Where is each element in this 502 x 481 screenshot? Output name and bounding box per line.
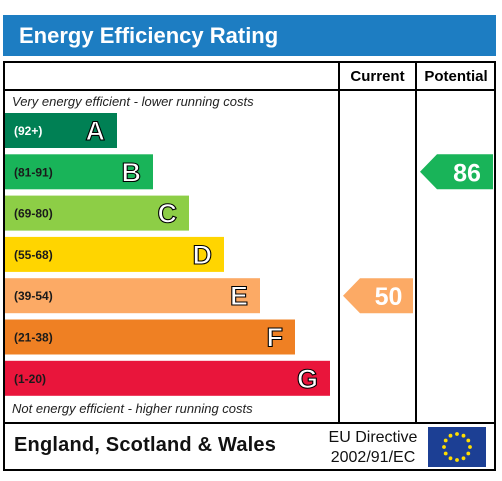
band-letter-e: E xyxy=(230,281,248,311)
potential-arrow xyxy=(420,154,493,190)
eu-directive: EU Directive 2002/91/EC xyxy=(321,428,425,468)
band-range-f: (21-38) xyxy=(14,331,53,345)
chart-frame xyxy=(3,61,496,471)
current-column-divider xyxy=(338,61,340,424)
note-bottom: Not energy efficient - higher running co… xyxy=(12,401,253,416)
band-letter-c: C xyxy=(158,199,178,229)
eu-star-icon xyxy=(461,433,466,438)
band-letter-f: F xyxy=(267,323,284,353)
band-letter-g: G xyxy=(297,364,318,394)
eu-flag-icon xyxy=(428,427,486,467)
band-range-a: (92+) xyxy=(14,124,42,138)
arrow-group: 50 86 xyxy=(343,154,493,314)
eu-star-icon xyxy=(466,451,471,456)
eu-star-icon xyxy=(443,451,448,456)
eu-star-icon xyxy=(466,438,471,443)
band-b xyxy=(5,154,153,190)
directive-line1: EU Directive xyxy=(328,429,418,446)
eu-star-icon xyxy=(443,438,448,443)
eu-star-icon xyxy=(461,456,466,461)
note-top: Very energy efficient - lower running co… xyxy=(12,94,254,109)
band-a xyxy=(5,113,117,148)
band-letter-a: A xyxy=(86,116,106,146)
band-group: (92+) A (81-91) B (69-80) C (55-68) D (39-54) E (2… xyxy=(5,113,330,396)
current-arrow xyxy=(343,278,413,314)
current-column-header: Current xyxy=(350,68,405,85)
eu-star-icon xyxy=(448,456,453,461)
region-label: England, Scotland & Wales xyxy=(14,434,277,456)
directive-line2: 2002/91/EC xyxy=(330,449,416,466)
eu-star-icon xyxy=(455,458,459,462)
band-range-e: (39-54) xyxy=(14,289,53,303)
footer-divider xyxy=(3,422,496,424)
band-c xyxy=(5,195,189,231)
band-range-b: (81-91) xyxy=(14,165,53,179)
eu-star-icon xyxy=(455,432,459,436)
eu-star-icon xyxy=(448,433,453,438)
chart-title: Energy Efficiency Rating xyxy=(3,15,496,56)
current-value: 50 xyxy=(375,283,403,311)
band-range-c: (69-80) xyxy=(14,207,53,221)
potential-column-header: Potential xyxy=(424,68,488,85)
eu-star-icon xyxy=(468,445,472,449)
band-e xyxy=(5,278,260,314)
band-d xyxy=(5,236,224,272)
band-letter-b: B xyxy=(122,157,142,187)
potential-column-divider xyxy=(415,61,417,424)
band-range-g: (1-20) xyxy=(14,372,46,386)
band-range-d: (55-68) xyxy=(14,248,53,262)
eu-star-icon xyxy=(442,445,446,449)
band-letter-d: D xyxy=(193,240,213,270)
band-g xyxy=(5,360,330,396)
header-divider xyxy=(3,89,496,91)
potential-value: 86 xyxy=(453,159,481,187)
band-f xyxy=(5,319,295,355)
